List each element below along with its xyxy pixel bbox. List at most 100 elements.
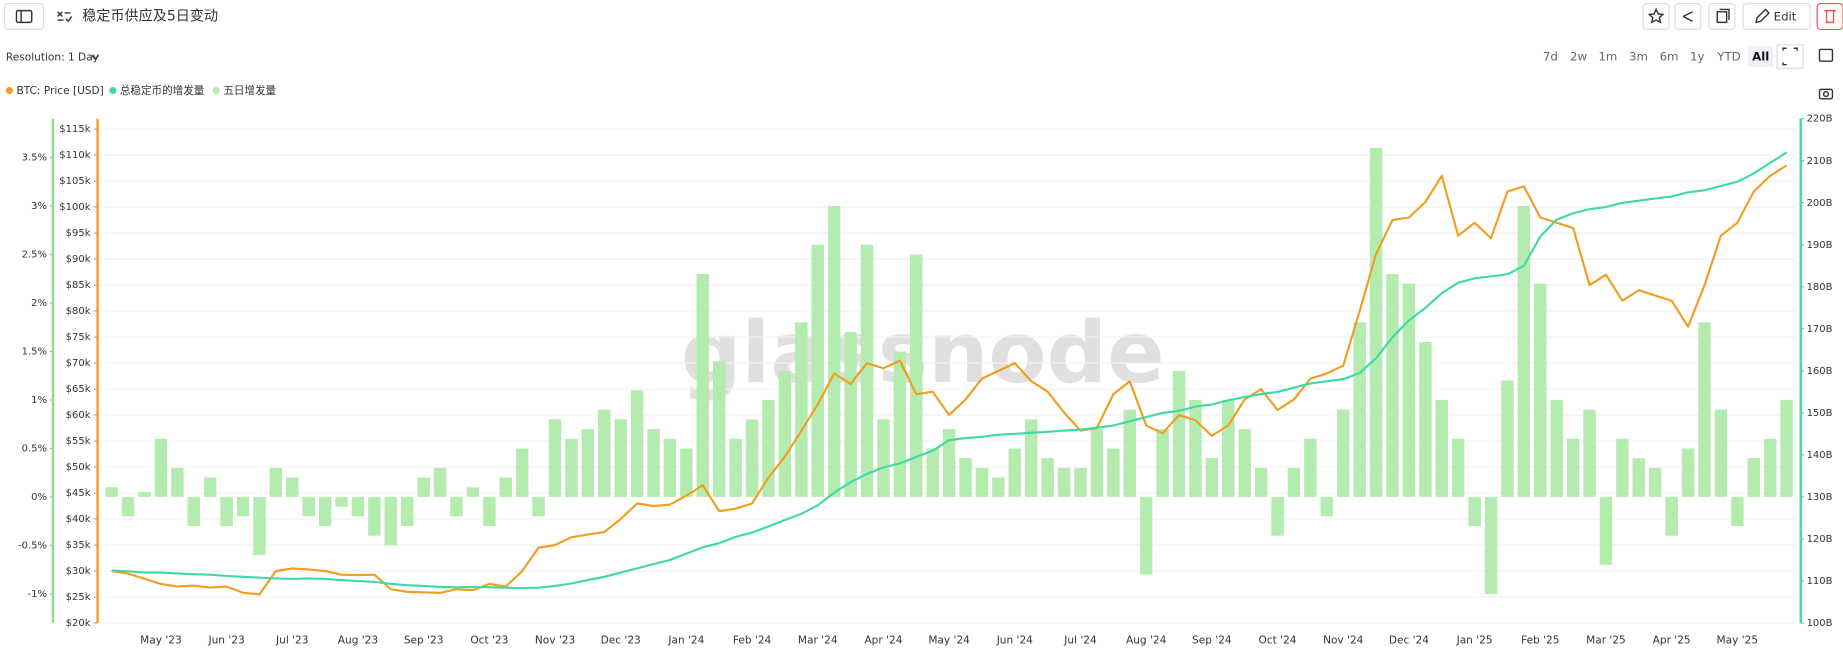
y3-tick-label: $40k [66,514,91,525]
copy-button[interactable] [1708,2,1736,31]
bar [318,496,332,527]
bar [1501,380,1514,497]
y2-tick-label: 160B [1807,366,1833,377]
delete-button[interactable] [1816,2,1843,31]
bar [1747,458,1760,497]
x-tick-label: Sep '24 [1192,635,1232,647]
bar [1156,429,1169,497]
edit-icon [1755,8,1770,24]
range-button[interactable]: 7d [1543,50,1558,64]
bar [515,448,529,497]
legend-label[interactable]: BTC: Price [USD] [16,85,103,97]
bar [1550,399,1563,497]
y3-tick-label: $75k [66,332,91,343]
share-button[interactable] [1674,2,1702,31]
y3-tick-label: $100k [59,202,90,213]
y-tick-label: 0.5% [22,443,47,454]
bar [1287,467,1301,497]
y3-tick-label: $60k [66,410,91,421]
bar [778,370,792,497]
y3-tick-label: $65k [66,384,91,395]
legend-label[interactable]: 五日增发量 [223,84,276,97]
x-tick-label: Dec '24 [1389,635,1429,647]
bar [893,351,907,497]
range-button[interactable]: 1y [1690,50,1704,64]
range-group: 7d 2w 1m 3m 6m 1y YTD All [1543,45,1774,68]
calendar-icon[interactable] [1818,48,1834,62]
camera-icon [1822,91,1830,98]
bar [959,458,972,497]
legend-marker [5,87,13,95]
bar [712,361,726,497]
bar [1731,496,1744,527]
bar [1057,467,1071,497]
bar [598,409,611,497]
bar [1419,341,1432,497]
page-title: 稳定币供应及5日变动 [82,7,218,24]
tool-icon[interactable] [57,11,73,23]
range-button[interactable]: 6m [1660,50,1679,64]
y-tick-label: 3.5% [22,153,47,164]
bar [581,429,595,497]
y2-tick-label: 210B [1807,156,1833,167]
y3-tick-label: $70k [66,358,91,369]
legend-label[interactable]: 总稳定币的增发量 [120,84,205,97]
bar [614,419,627,497]
bar [1254,467,1268,497]
bar [532,496,545,517]
bar [1435,399,1448,497]
bar [1698,322,1711,497]
y-tick-label: 1.5% [22,346,47,357]
bar [1386,273,1399,497]
bar [1681,448,1695,497]
chevron [91,54,100,60]
sidebar-button[interactable] [4,2,45,31]
range-button[interactable]: 3m [1629,50,1648,64]
bar [171,467,184,497]
y-tick-label: 2.5% [22,250,47,261]
bar [910,254,923,497]
copy-icon [1716,11,1728,24]
bar [335,496,348,507]
range-button[interactable]: 1m [1598,50,1617,64]
bar [729,438,742,497]
x-tick-label: Mar '25 [1586,635,1626,647]
range-button[interactable]: All [1752,50,1769,64]
edit-label: Edit [1774,10,1797,24]
bar [220,496,233,527]
x-tick-label: Feb '25 [1521,635,1559,647]
y2-tick-label: 180B [1807,282,1833,293]
y3-tick-label: $45k [66,488,91,499]
bar [1517,206,1531,497]
camera-icon[interactable] [1818,88,1834,100]
bar [1369,147,1383,497]
bar [1583,409,1596,497]
bar [877,419,890,497]
bar [450,496,463,517]
sidebar-icon [15,9,33,24]
bar [827,206,841,497]
range-button[interactable]: YTD [1716,50,1740,64]
range-button[interactable]: 2w [1570,50,1587,64]
y2-tick-label: 190B [1807,240,1833,251]
x-tick-label: Sep '23 [404,635,444,647]
bar [417,477,430,497]
bar [1665,496,1678,536]
x-tick-label: Nov '24 [1323,635,1364,647]
bar [548,419,562,497]
star-button[interactable] [1642,2,1670,31]
resolution-select[interactable]: Resolution: 1 Day [6,52,99,64]
bar [286,477,299,497]
bar [483,496,496,527]
bar [1484,496,1498,594]
x-tick-label: Nov '23 [535,635,575,647]
bar [236,496,250,517]
bar [1123,409,1136,497]
x-tick-label: Feb '24 [733,635,772,647]
x-tick-label: Oct '23 [470,635,508,647]
zoom-button[interactable] [1776,44,1804,69]
bar [811,244,824,497]
bar [696,273,710,497]
edit-button[interactable] [1742,2,1811,31]
